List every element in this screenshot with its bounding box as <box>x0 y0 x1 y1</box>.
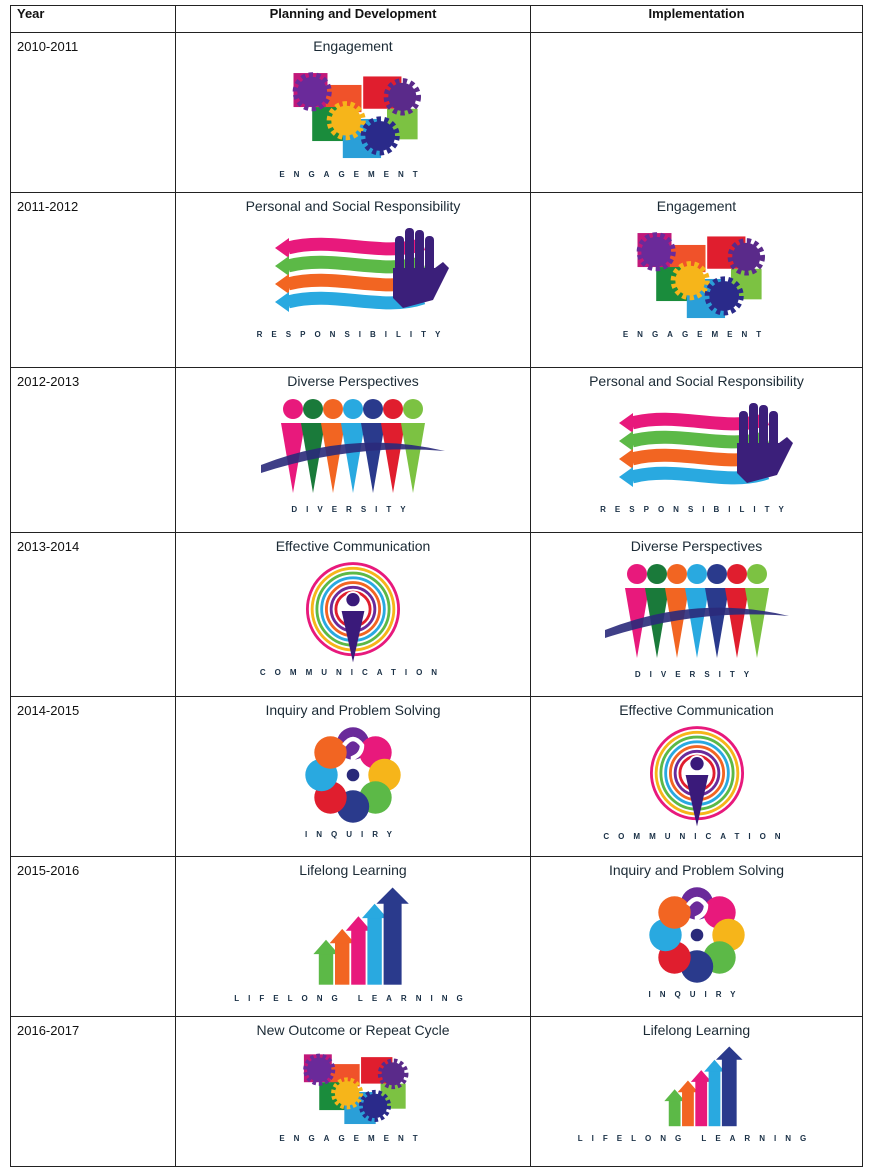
logo-caption: RESPONSIBILITY <box>600 505 793 514</box>
implementation-cell: Inquiry and Problem Solving INQUIRY <box>530 856 863 1017</box>
year-cell: 2014-2015 <box>10 696 176 857</box>
table-body: 2010-2011 Engagement ENGAGEMENT 2011-2012 Pe… <box>10 32 863 1167</box>
logo <box>263 882 443 992</box>
year-cell: 2010-2011 <box>10 32 176 193</box>
logo-caption: COMMUNICATION <box>259 668 447 677</box>
outcomes-table: Year Planning and Development Implementa… <box>10 5 863 1167</box>
logo-caption: DIVERSITY <box>634 670 759 679</box>
header-row: Year Planning and Development Implementa… <box>10 5 863 33</box>
outcome-title: Effective Communication <box>619 702 774 718</box>
table-header: Year Planning and Development Implementa… <box>10 5 863 33</box>
logo-graphic <box>651 728 742 827</box>
table-row: 2016-2017 New Outcome or Repeat Cycle ENGA… <box>10 1016 863 1167</box>
logo <box>612 218 782 328</box>
implementation-cell: Personal and Social Responsibility RESPON… <box>530 367 863 533</box>
planning-cell: New Outcome or Repeat Cycle ENGAGEMENT <box>175 1016 531 1167</box>
logo <box>233 393 473 503</box>
outcome-title: Engagement <box>313 38 393 54</box>
outcome-title: Engagement <box>656 198 737 214</box>
logo-graphic <box>304 1054 406 1124</box>
logo-caption: LIFELONG LEARNING <box>234 994 472 1003</box>
logo <box>602 722 792 830</box>
year-cell: 2016-2017 <box>10 1016 176 1167</box>
table-row: 2012-2013 Diverse Perspectives DIVERSITY Pe… <box>10 367 863 533</box>
logo <box>607 882 787 988</box>
outcome-title: Effective Communication <box>275 538 431 554</box>
logo <box>263 722 443 828</box>
implementation-cell <box>530 32 863 193</box>
year-cell: 2015-2016 <box>10 856 176 1017</box>
outcome-title: New Outcome or Repeat Cycle <box>256 1022 450 1038</box>
logo <box>577 558 817 668</box>
header-cell: Year <box>10 5 176 33</box>
logo <box>233 218 473 328</box>
logo-caption: ENGAGEMENT <box>622 330 771 339</box>
logo-caption: INQUIRY <box>648 990 745 999</box>
planning-cell: Diverse Perspectives DIVERSITY <box>175 367 531 533</box>
table-row: 2011-2012 Personal and Social Responsibil… <box>10 192 863 368</box>
logo-graphic <box>649 887 744 982</box>
logo-graphic <box>619 403 793 487</box>
header-cell: Planning and Development <box>175 5 531 33</box>
logo-graphic <box>294 73 419 158</box>
table-row: 2013-2014 Effective Communication COMMUNIC… <box>10 532 863 697</box>
planning-cell: Effective Communication COMMUNICATION <box>175 532 531 697</box>
table-row: 2014-2015 Inquiry and Problem Solving INQU… <box>10 696 863 857</box>
logo-caption: RESPONSIBILITY <box>256 330 450 339</box>
logo <box>258 558 448 666</box>
logo-graphic <box>664 1047 742 1127</box>
logo <box>577 393 817 503</box>
table-row: 2015-2016 Lifelong Learning LIFELONG LEARN… <box>10 856 863 1017</box>
year-cell: 2013-2014 <box>10 532 176 697</box>
outcome-title: Inquiry and Problem Solving <box>265 702 441 718</box>
planning-cell: Engagement ENGAGEMENT <box>175 32 531 193</box>
logo-caption: LIFELONG LEARNING <box>577 1134 816 1144</box>
table-row: 2010-2011 Engagement ENGAGEMENT <box>10 32 863 193</box>
logo-graphic <box>307 564 398 663</box>
outcome-title: Inquiry and Problem Solving <box>608 862 785 878</box>
logo-graphic <box>637 233 762 318</box>
outcome-title: Diverse Perspectives <box>630 538 763 554</box>
year-cell: 2012-2013 <box>10 367 176 533</box>
logo-graphic <box>313 888 408 985</box>
logo-caption: INQUIRY <box>304 830 402 839</box>
implementation-cell: Effective Communication COMMUNICATION <box>530 696 863 857</box>
planning-cell: Inquiry and Problem Solving INQUIRY <box>175 696 531 857</box>
planning-cell: Lifelong Learning LIFELONG LEARNING <box>175 856 531 1017</box>
logo <box>623 1042 771 1132</box>
outcome-title: Lifelong Learning <box>642 1022 751 1038</box>
implementation-cell: Diverse Perspectives DIVERSITY <box>530 532 863 697</box>
outcome-title: Diverse Perspectives <box>287 373 419 389</box>
implementation-cell: Engagement ENGAGEMENT <box>530 192 863 368</box>
logo-caption: COMMUNICATION <box>603 832 790 841</box>
logo <box>283 1042 422 1132</box>
logo-graphic <box>305 727 400 822</box>
logo-graphic <box>261 399 445 493</box>
logo-caption: ENGAGEMENT <box>279 170 427 179</box>
logo-graphic <box>275 228 449 312</box>
logo-graphic <box>605 564 789 658</box>
outcome-title: Personal and Social Responsibility <box>589 373 804 389</box>
logo <box>268 58 438 168</box>
outcome-title: Lifelong Learning <box>299 862 407 878</box>
implementation-cell: Lifelong Learning LIFELONG LEARNING <box>530 1016 863 1167</box>
planning-cell: Personal and Social Responsibility RESPON… <box>175 192 531 368</box>
header-cell: Implementation <box>530 5 863 33</box>
year-cell: 2011-2012 <box>10 192 176 368</box>
outcome-title: Personal and Social Responsibility <box>245 198 461 214</box>
logo-caption: DIVERSITY <box>291 505 415 514</box>
logo-caption: ENGAGEMENT <box>279 1134 427 1144</box>
